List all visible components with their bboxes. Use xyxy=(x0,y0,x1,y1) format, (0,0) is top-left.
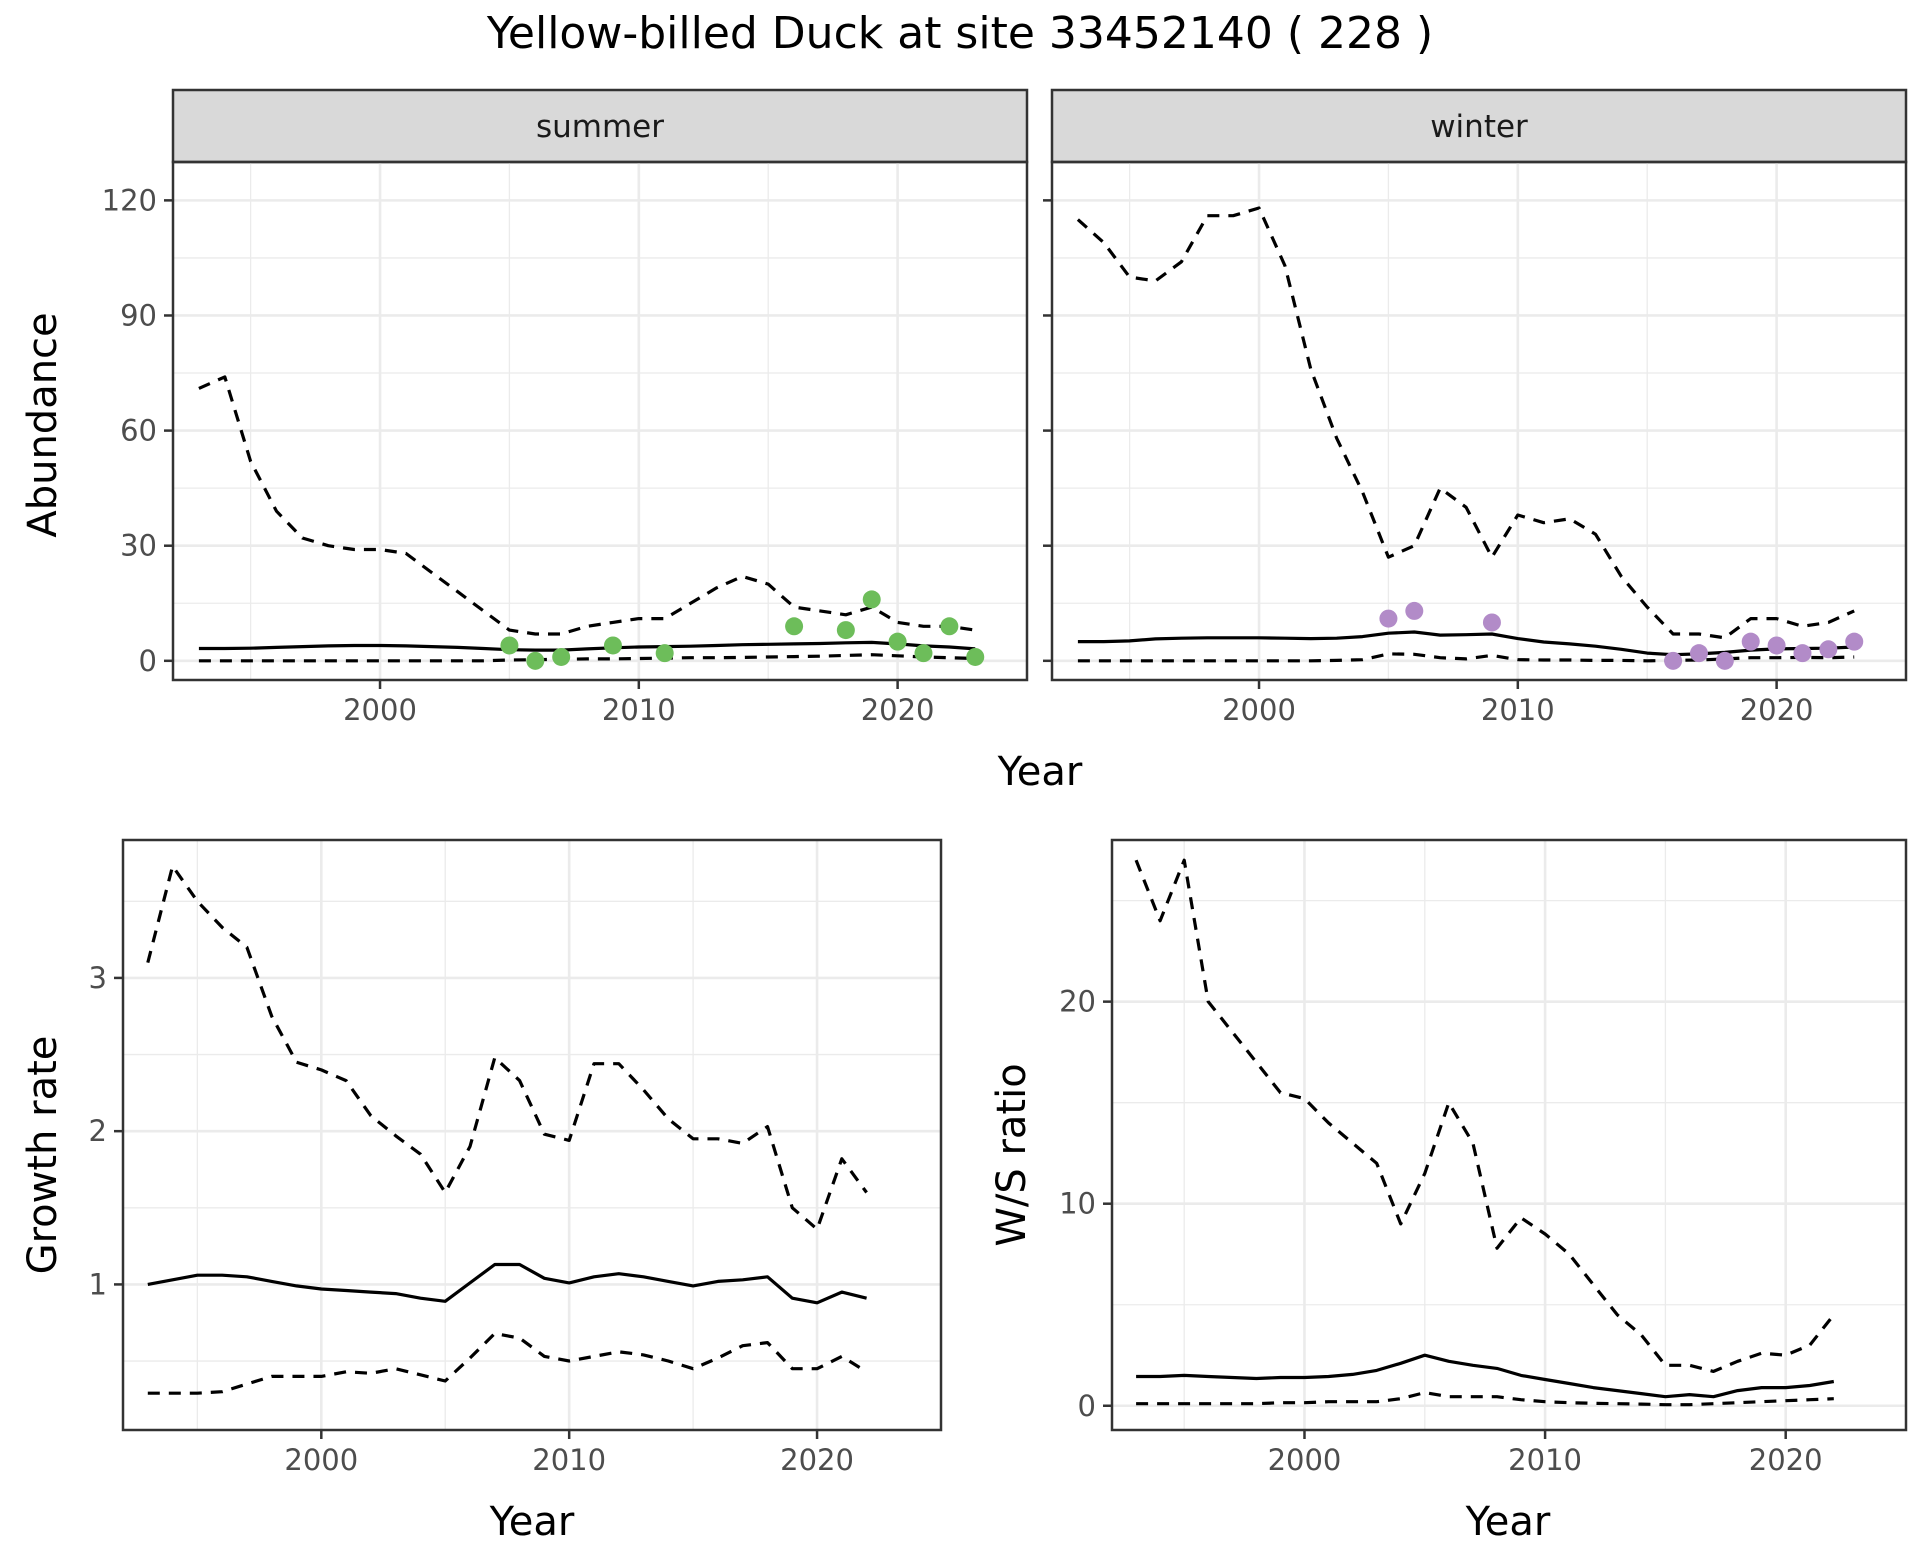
growth-x-axis-title: Year xyxy=(489,1499,575,1545)
winter-estimate-line xyxy=(1077,630,1855,657)
winter-observation-point xyxy=(1482,613,1501,632)
summer-observation-point xyxy=(836,621,855,640)
growth-y-tick-label: 2 xyxy=(89,1114,107,1148)
summer-observation-point xyxy=(552,647,571,666)
ratio-x-tick-label: 2010 xyxy=(1508,1443,1582,1477)
growth-panel-border xyxy=(121,838,943,1432)
winter-abundance-panel: 2000 2010 2020 xyxy=(1043,160,1908,727)
ws-ratio-panel: 2000 2010 2020 0 10 20 xyxy=(1059,838,1908,1477)
winter-panel-border xyxy=(1050,160,1908,682)
summer-y-tick-label: 30 xyxy=(120,529,157,563)
summer-estimate-line xyxy=(198,640,976,652)
summer-abundance-panel: 2000 2010 2020 0 30 60 90 120 xyxy=(102,160,1029,727)
summer-lower-line xyxy=(198,653,976,663)
summer-observation-point xyxy=(785,617,804,636)
growth-upper-line xyxy=(146,864,868,1231)
ratio-upper-line xyxy=(1134,858,1836,1374)
growth-rate-panel: 2000 2010 2020 1 2 3 xyxy=(89,838,943,1477)
winter-observation-point xyxy=(1793,644,1812,663)
ratio-panel-border xyxy=(1110,838,1908,1432)
winter-observation-point xyxy=(1405,601,1424,620)
growth-lower-line xyxy=(147,1331,868,1395)
summer-x-tick-label: 2000 xyxy=(343,693,417,727)
summer-observation-point xyxy=(526,651,545,670)
winter-observation-point xyxy=(1741,632,1760,651)
summer-x-tick-label: 2010 xyxy=(602,693,676,727)
winter-x-tick-label: 2010 xyxy=(1481,693,1555,727)
winter-upper-line xyxy=(1076,206,1855,640)
summer-observation-point xyxy=(966,647,985,666)
growth-estimate-line xyxy=(147,1262,867,1305)
ratio-x-axis-title: Year xyxy=(1465,1499,1551,1545)
winter-observation-point xyxy=(1819,640,1838,659)
abundance-x-axis-title: Year xyxy=(997,749,1083,795)
ratio-x-tick-label: 2020 xyxy=(1749,1443,1823,1477)
winter-lower-line xyxy=(1077,652,1855,663)
ratio-y-axis-title: W/S ratio xyxy=(989,1063,1035,1246)
strip-winter-label: winter xyxy=(1430,109,1528,145)
ratio-y-tick-label: 10 xyxy=(1059,1187,1096,1221)
summer-panel-border xyxy=(171,160,1029,682)
winter-x-tick-label: 2020 xyxy=(1740,693,1814,727)
summer-observation-point xyxy=(500,636,519,655)
winter-observation-point xyxy=(1845,632,1864,651)
summer-observation-point xyxy=(603,636,622,655)
ratio-estimate-line xyxy=(1136,1353,1835,1399)
growth-y-tick-label: 3 xyxy=(89,961,107,995)
ratio-y-tick-label: 20 xyxy=(1059,985,1096,1019)
growth-x-tick-label: 2010 xyxy=(532,1443,606,1477)
winter-observation-point xyxy=(1715,651,1734,670)
growth-x-tick-label: 2020 xyxy=(780,1443,854,1477)
ratio-lower-line xyxy=(1136,1390,1834,1407)
winter-observation-point xyxy=(1664,651,1683,670)
summer-observation-point xyxy=(888,632,907,651)
winter-x-tick-label: 2000 xyxy=(1222,693,1296,727)
winter-observation-point xyxy=(1767,636,1786,655)
strip-summer xyxy=(171,88,1029,164)
summer-y-tick-label: 90 xyxy=(120,298,157,332)
summer-observation-point xyxy=(914,644,933,663)
growth-x-tick-label: 2000 xyxy=(284,1443,358,1477)
ratio-y-tick-label: 0 xyxy=(1078,1389,1096,1423)
summer-observation-point xyxy=(862,590,881,609)
summer-upper-line xyxy=(198,375,976,636)
winter-observation-point xyxy=(1689,644,1708,663)
summer-x-tick-label: 2020 xyxy=(861,693,935,727)
growth-y-tick-label: 1 xyxy=(89,1267,107,1301)
strip-summer-label: summer xyxy=(536,109,664,145)
summer-observation-point xyxy=(655,644,674,663)
figure-title: Yellow-billed Duck at site 33452140 ( 22… xyxy=(486,8,1433,59)
winter-observation-point xyxy=(1379,609,1398,628)
ratio-x-tick-label: 2000 xyxy=(1268,1443,1342,1477)
growth-y-axis-title: Growth rate xyxy=(20,1036,66,1275)
summer-y-tick-label: 120 xyxy=(102,183,157,217)
summer-y-tick-label: 0 xyxy=(139,644,157,678)
summer-y-tick-label: 60 xyxy=(120,414,157,448)
abundance-y-axis-title: Abundance xyxy=(20,312,66,537)
summer-observation-point xyxy=(940,617,959,636)
strip-winter xyxy=(1050,88,1908,164)
